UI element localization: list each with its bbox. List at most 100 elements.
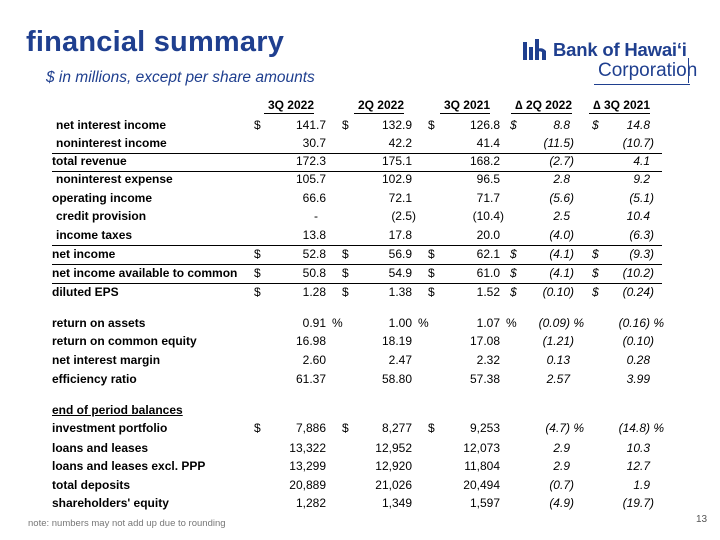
delta-value: (0.7) xyxy=(549,478,574,492)
value: 7,886 xyxy=(295,421,326,435)
row-label: total revenue xyxy=(52,154,127,168)
value: 61.37 xyxy=(295,372,326,386)
currency-symbol: $ xyxy=(342,118,349,132)
currency-symbol: $ xyxy=(510,118,517,132)
value-cell-q2_22: 1,349 xyxy=(342,496,412,512)
value: 13.8 xyxy=(302,228,326,242)
value: 12,952 xyxy=(375,441,412,455)
delta-cell-d2q: 0.13 xyxy=(510,353,584,369)
table-row: net interest income $141.7 $132.9 $126.8 $8.… xyxy=(52,117,662,135)
value-cell-q2_22: 12,920 xyxy=(342,459,412,475)
row-divider xyxy=(52,264,662,265)
value-cell-q3_22: 30.7 xyxy=(254,136,326,152)
value-cell-q3_21: $1.52 xyxy=(428,285,500,301)
currency-symbol: $ xyxy=(592,285,599,299)
percent-symbol: % xyxy=(653,316,664,330)
delta-cell-d3q: $ (9.3) xyxy=(592,247,664,263)
delta-value: (0.10) xyxy=(542,285,574,299)
table-row: loans and leases 13,322 12,952 12,073 2.9 10.… xyxy=(52,440,662,458)
value: 132.9 xyxy=(381,118,412,132)
value: 21,026 xyxy=(375,478,412,492)
col-header-delta-3q2021: ∆ 3Q 2021 xyxy=(588,98,650,114)
value: 13,299 xyxy=(289,459,326,473)
delta-cell-d3q: (10.7) xyxy=(592,136,664,152)
currency-symbol: $ xyxy=(592,266,599,280)
percent-symbol: % xyxy=(573,421,584,435)
value-cell-q3_22: 105.7 xyxy=(254,172,326,188)
value: (10.4) xyxy=(472,209,504,223)
col-header-3q2021: 3Q 2021 xyxy=(422,98,490,114)
delta-cell-d2q: (2.7) xyxy=(510,154,584,170)
delta-value: 4.1 xyxy=(633,154,650,168)
row-label: noninterest income xyxy=(56,136,167,150)
table-row: return on assets 0.91% 1.00% 1.07% (0.09)% (0… xyxy=(52,315,664,333)
table-row: shareholders' equity 1,282 1,349 1,597 (4.9)… xyxy=(52,495,662,513)
value: 17.8 xyxy=(388,228,412,242)
value: 1,349 xyxy=(381,496,412,510)
delta-value: (19.7) xyxy=(622,496,654,510)
delta-value: (4.1) xyxy=(549,266,574,280)
delta-cell-d2q: $ (4.1) xyxy=(510,266,584,282)
value-cell-q2_22: 17.8 xyxy=(342,228,412,244)
row-label: credit provision xyxy=(56,209,147,223)
table-row: total deposits 20,889 21,026 20,494 (0.7) 1.9 xyxy=(52,477,662,495)
value-cell-q3_22: $141.7 xyxy=(254,118,326,134)
delta-cell-d2q: 2.9 xyxy=(510,459,584,475)
delta-cell-d2q: $8.8 xyxy=(510,118,584,134)
delta-cell-d2q: $ (4.1) xyxy=(510,247,584,263)
footnote: note: numbers may not add up due to roun… xyxy=(28,518,226,529)
delta-value: (1.21) xyxy=(542,334,574,348)
delta-value: 8.8 xyxy=(553,118,570,132)
row-divider xyxy=(52,171,662,172)
value-cell-q3_21: 57.38 xyxy=(428,372,500,388)
value-cell-q2_22: $54.9 xyxy=(342,266,412,282)
delta-cell-d3q: 12.7 xyxy=(592,459,664,475)
table-row: net interest margin 2.60 2.47 2.32 0.13 0.28 xyxy=(52,352,662,370)
delta-value: (4.1) xyxy=(549,247,574,261)
value-cell-q2_22: 72.1 xyxy=(342,191,412,207)
currency-symbol: $ xyxy=(254,247,261,261)
value: 52.8 xyxy=(302,247,326,261)
value: 126.8 xyxy=(469,118,500,132)
delta-cell-d2q: (4.9) xyxy=(510,496,584,512)
value-cell-q3_22: $1.28 xyxy=(254,285,326,301)
value-cell-q2_22: 2.47 xyxy=(342,353,412,369)
percent-symbol: % xyxy=(332,316,343,330)
table-row: net income available to common $50.8 $54.9… xyxy=(52,265,662,283)
value-cell-q3_21: 20.0 xyxy=(428,228,500,244)
row-divider xyxy=(52,245,662,246)
delta-value: 2.5 xyxy=(553,209,570,223)
value-cell-q2_22: (2.5) xyxy=(342,209,416,225)
currency-symbol: $ xyxy=(428,421,435,435)
value: 102.9 xyxy=(381,172,412,186)
currency-symbol: $ xyxy=(592,247,599,261)
percent-symbol: % xyxy=(418,316,429,330)
row-divider xyxy=(52,283,662,284)
value-cell-q3_21: (10.4) xyxy=(428,209,504,225)
value: 20,494 xyxy=(463,478,500,492)
value-cell-q2_22: 42.2 xyxy=(342,136,412,152)
currency-symbol: $ xyxy=(342,266,349,280)
value-cell-q3_21: $61.0 xyxy=(428,266,500,282)
value: 8,277 xyxy=(381,421,412,435)
table-row: total revenue 172.3 175.1 168.2 (2.7) 4.1 xyxy=(52,153,662,171)
value: 56.9 xyxy=(388,247,412,261)
row-label: loans and leases excl. PPP xyxy=(52,459,206,473)
delta-cell-d3q: $ (0.24) xyxy=(592,285,664,301)
value: 1,282 xyxy=(295,496,326,510)
delta-cell-d3q: (19.7) xyxy=(592,496,664,512)
value-cell-q3_22 xyxy=(254,403,326,419)
value: 1,597 xyxy=(469,496,500,510)
col-header-delta-2q2022: ∆ 2Q 2022 xyxy=(506,98,572,114)
value-cell-q2_22: 58.80 xyxy=(342,372,412,388)
delta-cell-d3q: 1.9 xyxy=(592,478,664,494)
value-cell-q3_22: 61.37 xyxy=(254,372,326,388)
delta-cell-d3q: (5.1) xyxy=(592,191,664,207)
value-cell-q3_22: $50.8 xyxy=(254,266,326,282)
delta-value: 0.28 xyxy=(626,353,650,367)
value-cell-q2_22: $132.9 xyxy=(342,118,412,134)
value-cell-q3_22: 172.3 xyxy=(254,154,326,170)
table-row: efficiency ratio 61.37 58.80 57.38 2.57 3.99 xyxy=(52,371,662,389)
row-label: total deposits xyxy=(52,478,131,492)
value-cell-q3_22: 13,299 xyxy=(254,459,326,475)
